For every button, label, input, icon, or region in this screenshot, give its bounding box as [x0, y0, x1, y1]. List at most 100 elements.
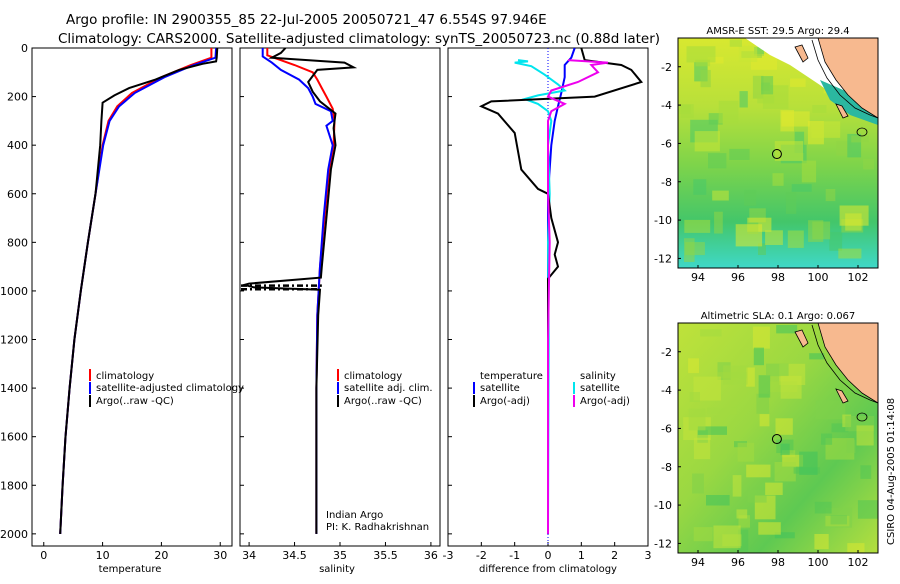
grid-cell: [723, 365, 748, 385]
grid-cell: [758, 522, 781, 535]
grid-cell: [772, 173, 784, 186]
grid-cell: [815, 400, 846, 420]
legend-label-salinity: salinity: [580, 371, 616, 382]
grid-cell: [758, 375, 771, 398]
grid-cell: [750, 54, 777, 70]
x-tick-label: 35.5: [373, 549, 398, 562]
sst-patches: [678, 39, 875, 262]
map-y-tick-label: -2: [661, 346, 672, 359]
map-x-tick-label: 96: [731, 271, 745, 284]
grid-cell: [774, 141, 804, 161]
figure-title-line2: Climatology: CARS2000. Satellite-adjuste…: [58, 31, 660, 47]
grid-cell: [689, 392, 700, 402]
grid-cell: [765, 230, 783, 245]
y-tick-label: 1400: [0, 382, 28, 395]
sst-contour: [811, 39, 878, 119]
salinity-xlabel: salinity: [319, 564, 355, 575]
grid-cell: [736, 509, 748, 519]
figure-title-line1: Argo profile: IN 2900355_85 22-Jul-2005 …: [66, 12, 547, 28]
map-y-tick-label: -8: [661, 176, 672, 189]
legend-label-satellite: satellite-adjusted climatology: [96, 383, 244, 394]
map-y-tick-label: -6: [661, 137, 672, 150]
x-tick-label: -3: [443, 549, 454, 562]
sst-land-island: [794, 44, 809, 63]
grid-cell: [857, 500, 878, 519]
map-x-tick-label: 100: [808, 271, 829, 284]
map-x-tick-label: 98: [771, 271, 785, 284]
grid-cell: [839, 205, 869, 226]
grid-cell: [688, 358, 699, 374]
x-tick-label: 20: [154, 549, 168, 562]
grid-cell: [831, 423, 849, 433]
grid-cell: [708, 153, 727, 169]
legend-label-satellite: satellite adj. clim.: [344, 383, 433, 394]
grid-cell: [707, 407, 737, 415]
sla-map-title: Altimetric SLA: 0.1 Argo: 0.067: [701, 311, 856, 322]
y-tick-label: 800: [7, 236, 28, 249]
legend-label-temperature: temperature: [480, 371, 543, 382]
grid-cell: [825, 189, 836, 202]
grid-cell: [776, 325, 798, 334]
grid-cell: [756, 393, 770, 414]
legend-label-temperature-satellite: satellite: [480, 383, 520, 394]
legend-label-salinity-argo: Argo(-adj): [580, 396, 630, 407]
grid-cell: [842, 380, 860, 390]
grid-cell: [713, 415, 722, 425]
grid-cell: [863, 158, 875, 170]
grid-cell: [708, 113, 723, 125]
grid-cell: [785, 192, 797, 214]
grid-cell: [738, 529, 749, 552]
grid-cell: [695, 59, 711, 67]
grid-cell: [738, 45, 758, 62]
x-tick-label: 0: [40, 549, 47, 562]
x-tick-label: 30: [213, 549, 227, 562]
temperature-panel: [31, 47, 233, 547]
y-tick-label: 400: [7, 139, 28, 152]
grid-cell: [684, 238, 695, 262]
annotation-pi: PI: K. Radhakrishnan: [326, 522, 429, 533]
sst-argo-marker: [771, 149, 782, 160]
sla-contour: [811, 324, 878, 404]
grid-cell: [856, 425, 874, 446]
map-x-tick-label: 102: [848, 556, 869, 569]
grid-cell: [809, 353, 825, 360]
grid-cell: [693, 179, 707, 195]
difference-xlabel: difference from climatology: [479, 564, 617, 575]
map-x-tick-label: 94: [691, 271, 705, 284]
map-y-tick-label: -4: [661, 384, 672, 397]
grid-cell: [693, 437, 711, 460]
grid-cell: [693, 527, 713, 542]
grid-cell: [758, 243, 766, 255]
y-tick-label: 1000: [0, 285, 28, 298]
grid-cell: [684, 219, 711, 233]
temperature-plot: 0 10 20 30 0 200 400 600 800 1000 1200 1400 1600 1800…: [0, 42, 227, 562]
grid-cell: [780, 110, 794, 132]
sla-argo-marker: [771, 434, 782, 445]
grid-cell: [697, 426, 727, 435]
sla-map-axes: 94 96 98 100 102 -2 -4 -6 -8 -10 -12: [654, 346, 868, 569]
y-tick-label: 0: [21, 42, 28, 55]
map-y-tick-label: -6: [661, 422, 672, 435]
grid-cell: [729, 39, 742, 47]
x-tick-label: 0: [545, 549, 552, 562]
sla-land-sumatra: [817, 323, 878, 404]
grid-cell: [700, 69, 711, 88]
grid-cell: [774, 462, 796, 482]
x-tick-label: 36: [424, 549, 438, 562]
grid-cell: [791, 184, 812, 192]
grid-cell: [801, 160, 817, 183]
grid-cell: [738, 515, 750, 528]
grid-cell: [860, 465, 872, 479]
salinity-legend: climatology satellite adj. clim. Argo(..…: [337, 369, 433, 407]
y-tick-label: 1200: [0, 334, 28, 347]
sst-map-axes: 94 96 98 100 102 -2 -4 -6 -8 -10 -12: [654, 61, 868, 284]
grid-cell: [732, 475, 742, 497]
grid-cell: [799, 451, 818, 475]
grid-cell: [825, 507, 853, 528]
grid-cell: [787, 230, 804, 248]
map-x-tick-label: 100: [808, 556, 829, 569]
sla-map: [678, 323, 878, 553]
grid-cell: [821, 433, 833, 445]
grid-cell: [713, 525, 741, 549]
temperature-legend: climatology satellite-adjusted climatolo…: [89, 369, 244, 407]
